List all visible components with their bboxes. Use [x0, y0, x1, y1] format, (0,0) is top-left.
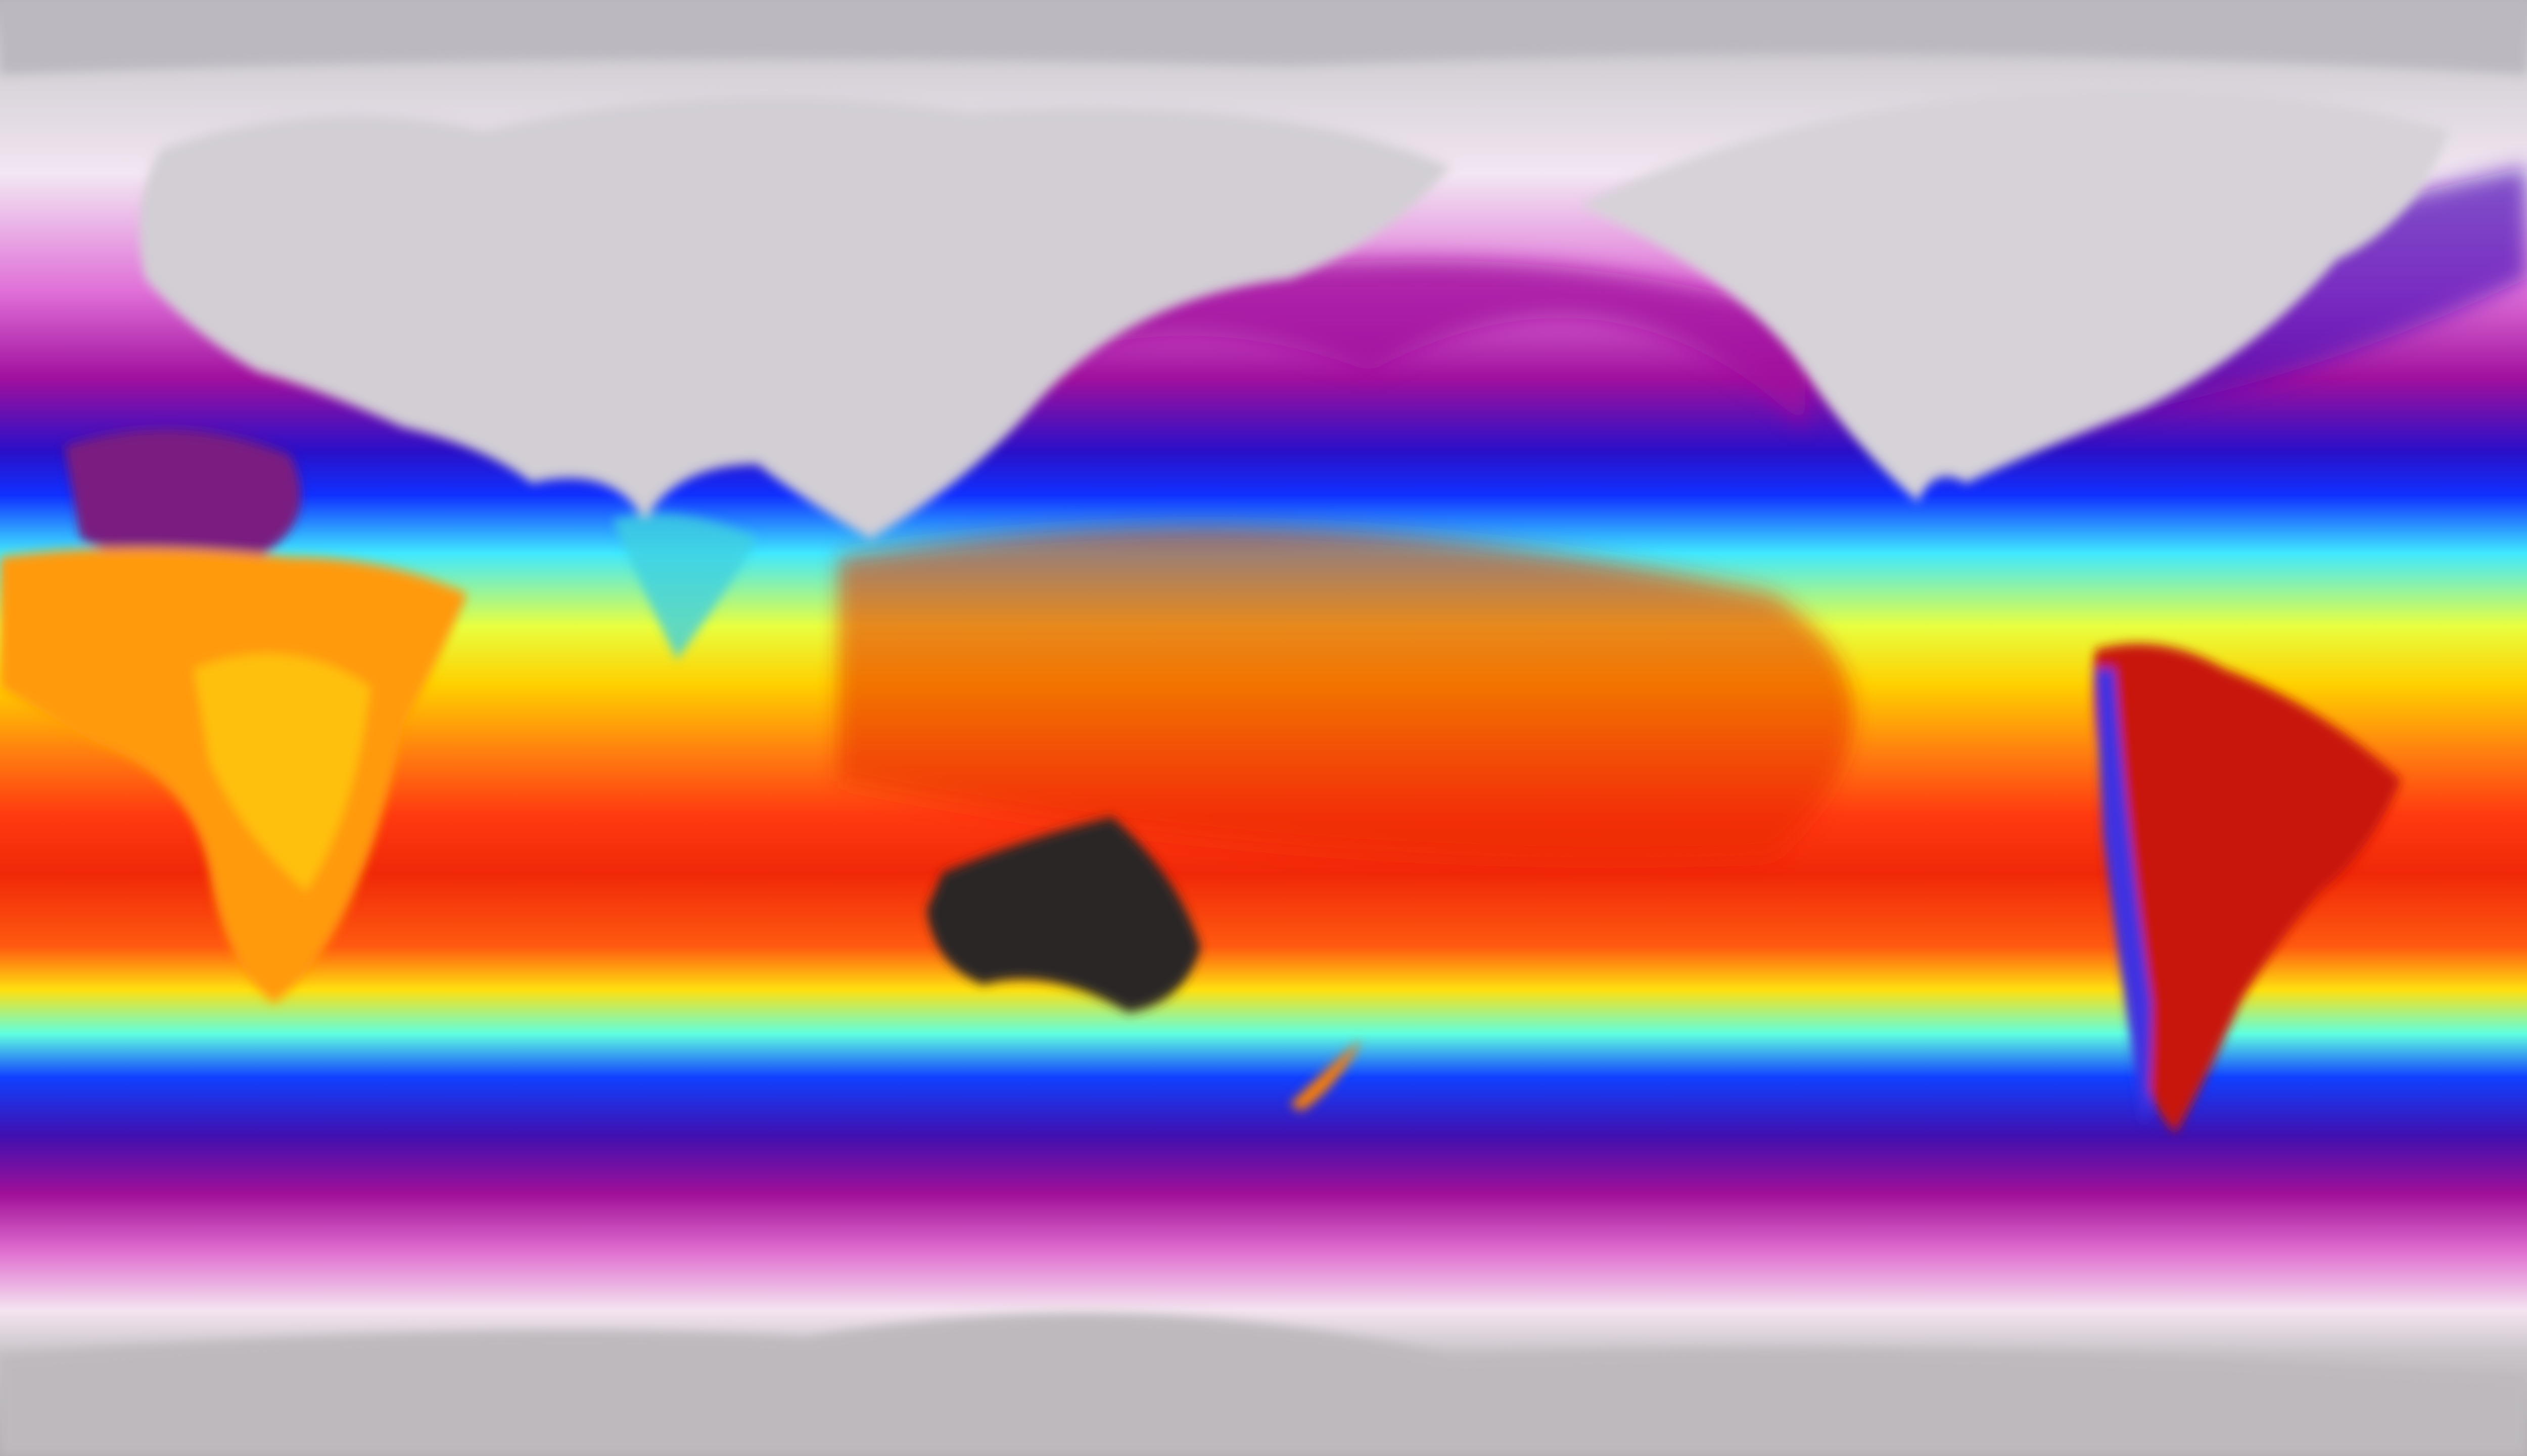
land-africa-interior: [193, 653, 371, 891]
land-australia: [926, 817, 1201, 1012]
land-antarctica: [0, 1313, 2527, 1456]
warm-pool: [838, 527, 1854, 858]
land-eurasia: [139, 97, 1450, 539]
land-sahara: [64, 429, 301, 563]
land-new-zealand: [1289, 1040, 1362, 1111]
land-north-america: [1579, 88, 2450, 502]
land-arctic: [0, 0, 2527, 74]
land-south-america: [2093, 643, 2402, 1133]
land-india: [612, 513, 758, 660]
land-south-america-west: [2095, 668, 2152, 1124]
